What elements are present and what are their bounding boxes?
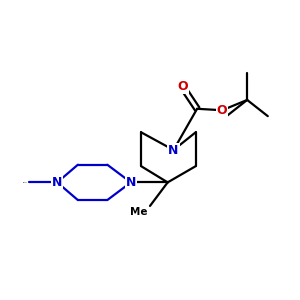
Text: O: O [177,80,188,93]
Text: Me: Me [130,207,148,218]
Text: N: N [168,143,179,157]
Text: N: N [126,176,136,189]
Text: N: N [52,176,62,189]
Text: methyl: methyl [23,182,28,183]
Text: O: O [217,104,227,117]
